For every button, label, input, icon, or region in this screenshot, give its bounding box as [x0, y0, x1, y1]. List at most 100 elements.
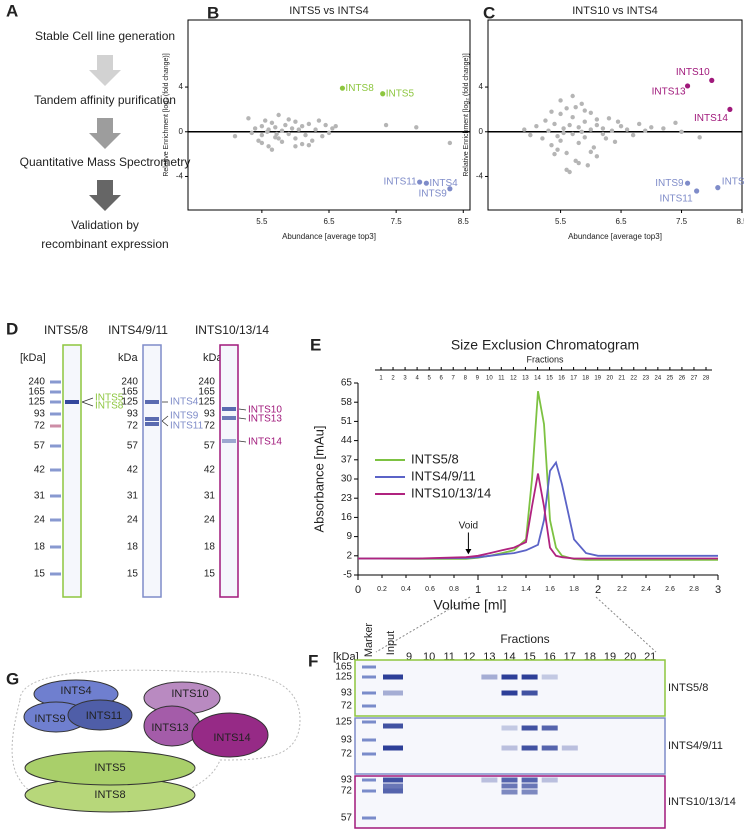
- protein-band: [541, 745, 558, 751]
- band-pointer: [81, 397, 94, 403]
- annotation: Void: [459, 520, 478, 531]
- point: [606, 116, 612, 121]
- point: [697, 135, 702, 140]
- marker-label: 72: [127, 421, 139, 432]
- fraction-label: 9: [406, 651, 412, 663]
- point: [306, 121, 312, 127]
- arrow: [89, 55, 121, 86]
- protein-band: [521, 725, 538, 731]
- point: [299, 141, 305, 147]
- top-axis-label: Fractions: [526, 354, 564, 364]
- marker-label: 93: [341, 688, 353, 699]
- point: [540, 136, 545, 141]
- marker-label: 125: [335, 672, 352, 683]
- band-pointer: [161, 415, 169, 422]
- chart-title: Size Exclusion Chromatogram: [451, 337, 639, 353]
- protein-band: [521, 745, 538, 751]
- point: [715, 185, 721, 191]
- y-tick-label: -5: [343, 570, 352, 581]
- workflow-step: Tandem affinity purification: [34, 93, 176, 107]
- point: [709, 77, 715, 83]
- marker-label: 31: [204, 491, 216, 502]
- point: [546, 128, 551, 133]
- gel-title: INTS4/9/11: [108, 323, 168, 337]
- y-tick-label: 0: [479, 127, 484, 136]
- x-tick-label: 1: [475, 584, 481, 596]
- subunit: [24, 750, 196, 786]
- gel-lane: [142, 344, 162, 598]
- ladder-band: [50, 572, 61, 576]
- y-tick-label: 37: [341, 454, 353, 465]
- point: [293, 119, 298, 124]
- point: [279, 139, 285, 145]
- point-label: INTS10: [676, 67, 710, 78]
- point: [306, 142, 312, 148]
- point: [256, 138, 261, 143]
- panel-letter: A: [6, 1, 18, 20]
- point: [727, 106, 733, 113]
- marker-label: 240: [198, 377, 215, 388]
- point: [630, 132, 636, 138]
- x-tick-label: 0.8: [449, 586, 459, 593]
- gel-lane: [219, 344, 239, 598]
- fraction-label: 14: [534, 376, 541, 382]
- zoom-connector: [595, 596, 657, 653]
- ladder-band: [362, 738, 376, 742]
- point: [573, 158, 578, 164]
- protein-band: [561, 745, 578, 751]
- band-label: INTS14: [248, 437, 282, 448]
- point: [286, 131, 291, 137]
- point: [684, 83, 691, 89]
- protein-band: [65, 400, 79, 404]
- fraction-label: 10: [486, 376, 493, 382]
- point-label: INTS9: [655, 178, 684, 189]
- workflow-step: Validation by: [71, 218, 139, 232]
- point: [694, 188, 700, 194]
- point: [649, 125, 654, 130]
- gel-title: INTS10/13/14: [195, 323, 269, 337]
- x-tick-label: 2.4: [641, 586, 651, 593]
- ladder-band: [362, 675, 376, 679]
- x-tick-label: 0: [355, 584, 361, 596]
- point: [316, 118, 322, 123]
- x-axis-label: Volume [ml]: [433, 597, 506, 613]
- subunit-label: INTS4: [60, 685, 91, 697]
- point: [555, 147, 560, 152]
- point: [259, 132, 265, 138]
- marker-label: 125: [198, 397, 215, 408]
- panel-letter: C: [483, 3, 495, 22]
- y-tick-label: 0: [179, 127, 184, 136]
- point: [417, 179, 423, 185]
- point: [293, 144, 298, 149]
- protein-band: [501, 690, 518, 696]
- marker-label: 42: [34, 465, 46, 476]
- band-pointer: [238, 417, 247, 420]
- x-tick-label: 1.8: [569, 586, 579, 593]
- protein-band: [501, 725, 518, 731]
- protein-band: [501, 789, 518, 795]
- protein-band: [383, 723, 403, 729]
- point: [591, 145, 597, 150]
- point: [265, 129, 270, 134]
- point: [618, 123, 624, 129]
- y-tick-label: 4: [479, 82, 484, 91]
- point: [564, 106, 569, 111]
- subunit-label: INTS13: [151, 722, 188, 734]
- marker-label: 57: [341, 813, 353, 824]
- point: [252, 126, 258, 131]
- band-pointer: [81, 401, 94, 407]
- band-pointer: [238, 440, 247, 443]
- fraction-label: 7: [452, 376, 456, 382]
- ladder-band: [362, 816, 376, 820]
- y-axis-label: Absorbance [mAu]: [311, 426, 326, 533]
- fraction-label: 1: [379, 376, 383, 382]
- y-tick-label: 51: [341, 416, 353, 427]
- y-tick-label: 4: [179, 82, 184, 91]
- point: [232, 134, 238, 139]
- point: [600, 126, 606, 131]
- ladder-band: [362, 778, 376, 782]
- point: [564, 167, 569, 172]
- x-tick-label: 2: [595, 584, 601, 596]
- protein-band: [521, 783, 538, 789]
- fraction-label: 21: [618, 376, 625, 382]
